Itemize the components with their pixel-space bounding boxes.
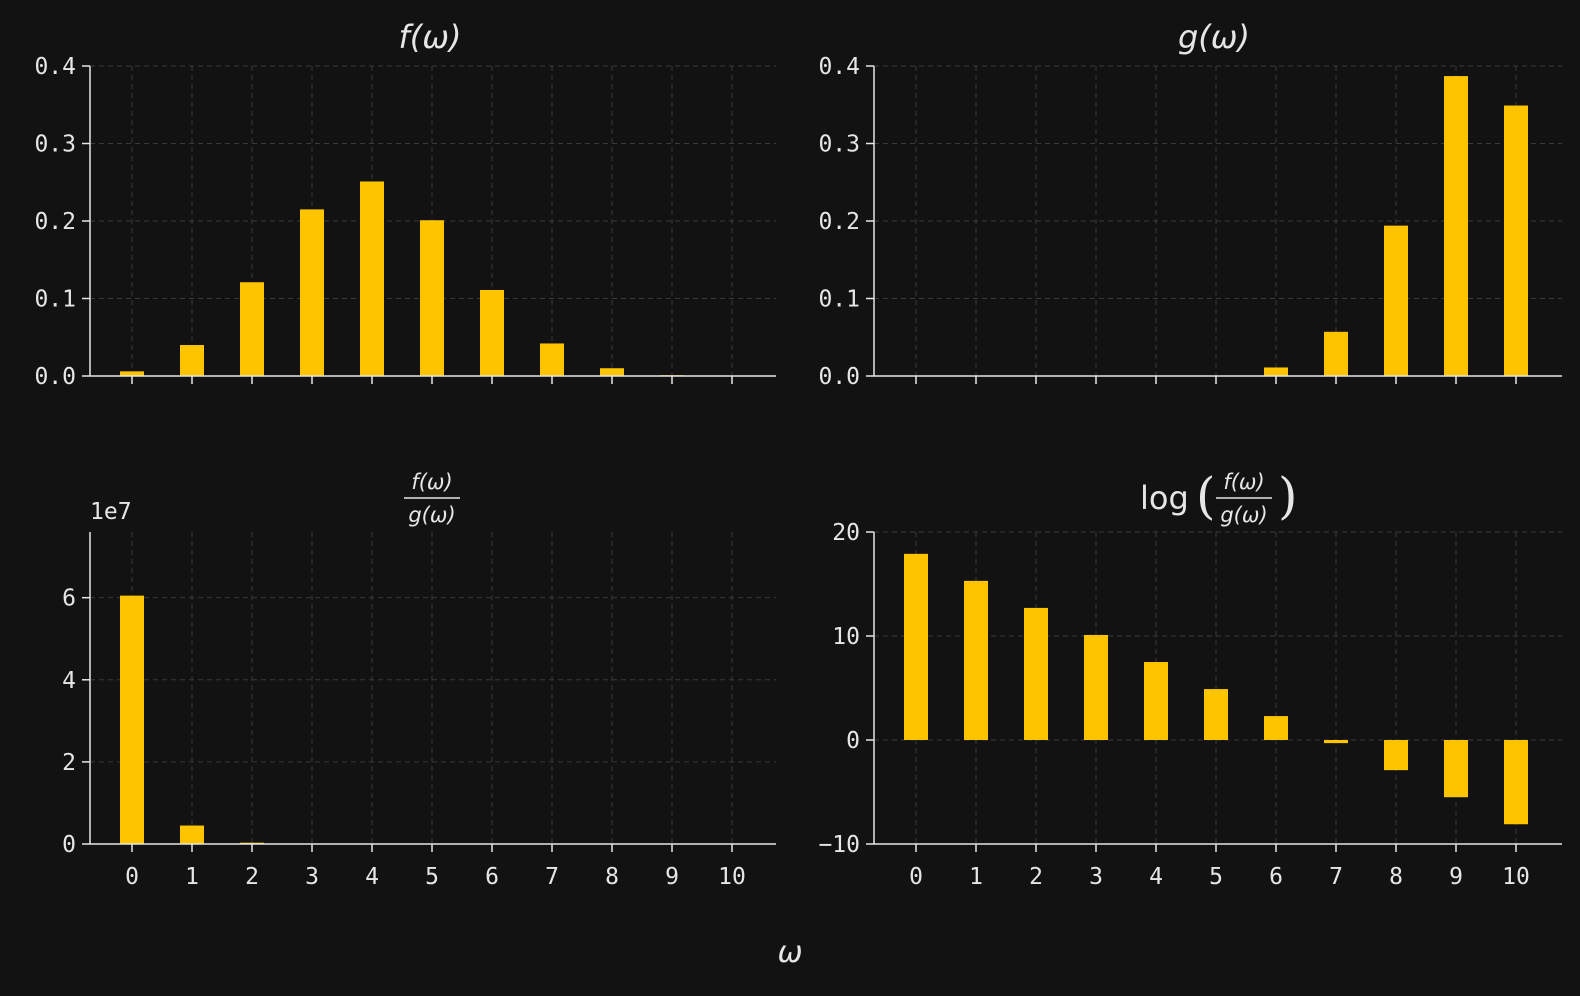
x-tick-label: 4: [1149, 864, 1163, 890]
log-title-left-paren: (: [1196, 467, 1216, 525]
ratio-title-denominator: g(ω): [408, 503, 455, 527]
x-tick-label: 9: [1449, 864, 1463, 890]
offset-label-1e7: 1e7: [90, 499, 132, 525]
y-tick-label: 6: [62, 586, 76, 612]
bar-3: [300, 209, 324, 376]
bar-1: [180, 825, 204, 844]
x-tick-label: 8: [1389, 864, 1403, 890]
x-tick-label: 9: [665, 864, 679, 890]
panel-g-omega: g(ω) 0.0 0.1 0.2 0.3 0.4: [818, 18, 1562, 390]
bar-2: [240, 282, 264, 376]
x-tick-label: 0: [909, 864, 923, 890]
y-tick-label: 0.3: [818, 132, 860, 158]
x-tick-label: 1: [969, 864, 983, 890]
panel-f-omega: f(ω) 0.0 0.1 0.2 0.3 0.4: [34, 18, 776, 390]
panel-title-ratio: f(ω) g(ω): [404, 470, 460, 527]
x-tick-label: 6: [485, 864, 499, 890]
bar-0: [120, 371, 144, 376]
x-tick-label: 3: [305, 864, 319, 890]
x-tick-label: 5: [1209, 864, 1223, 890]
bar-9: [1444, 76, 1468, 376]
panel-title-g-omega: g(ω): [1178, 18, 1250, 56]
y-tick-label: 0.2: [34, 209, 76, 235]
panel-title-log-ratio: log ( f(ω) g(ω) ): [1140, 467, 1298, 527]
y-tick-label: 0.4: [818, 54, 860, 80]
y-tick-label: 0.0: [818, 364, 860, 390]
bar-10: [1504, 740, 1528, 825]
x-tick-label: 5: [425, 864, 439, 890]
panel-title-f-omega: f(ω): [398, 18, 461, 56]
bar-1: [964, 580, 988, 740]
x-tick-label: 3: [1089, 864, 1103, 890]
bar-3: [1084, 634, 1108, 740]
y-tick-label: −10: [818, 832, 860, 858]
y-tick-label: 0.1: [34, 287, 76, 313]
bar-5: [420, 220, 444, 376]
bar-4: [1144, 662, 1168, 740]
bar-8: [600, 368, 624, 376]
y-tick-label: 2: [62, 750, 76, 776]
y-tick-label: 0.3: [34, 132, 76, 158]
bar-0: [904, 553, 928, 740]
x-tick-label: 2: [1029, 864, 1043, 890]
bar-0: [120, 595, 144, 844]
y-tick-label: 10: [832, 624, 860, 650]
y-tick-label: 0.1: [818, 287, 860, 313]
log-title-prefix: log: [1140, 479, 1189, 517]
x-tick-label: 1: [185, 864, 199, 890]
bar-1: [180, 345, 204, 376]
bar-7: [1324, 331, 1348, 376]
bar-6: [1264, 716, 1288, 740]
bar-6: [1264, 367, 1288, 376]
panel-log-ratio: log ( f(ω) g(ω) ) −10 0 10 20 0 1 2 3 4 5 6 7 8 9 10: [818, 467, 1562, 890]
log-title-denominator: g(ω): [1220, 503, 1267, 527]
y-tick-label: 0: [62, 832, 76, 858]
x-tick-label: 10: [1502, 864, 1530, 890]
bar-9: [1444, 740, 1468, 798]
x-tick-label: 8: [605, 864, 619, 890]
x-tick-label: 7: [1329, 864, 1343, 890]
y-tick-label: 4: [62, 668, 76, 694]
shared-x-axis-label: ω: [777, 935, 802, 970]
bar-8: [1384, 740, 1408, 771]
bar-4: [360, 181, 384, 376]
y-tick-label: 0.2: [818, 209, 860, 235]
ratio-title-numerator: f(ω): [411, 470, 452, 494]
bar-7: [540, 343, 564, 376]
x-tick-label: 4: [365, 864, 379, 890]
log-title-right-paren: ): [1278, 467, 1298, 525]
x-tick-label: 6: [1269, 864, 1283, 890]
y-tick-label: 0: [846, 728, 860, 754]
bar-2: [1024, 607, 1048, 740]
x-tick-label: 7: [545, 864, 559, 890]
bar-6: [480, 289, 504, 376]
bar-5: [1204, 689, 1228, 740]
bar-10: [1504, 105, 1528, 377]
y-tick-label: 0.0: [34, 364, 76, 390]
x-tick-label: 0: [125, 864, 139, 890]
bar-8: [1384, 225, 1408, 376]
log-title-numerator: f(ω): [1223, 470, 1264, 494]
y-tick-label: 0.4: [34, 54, 76, 80]
x-tick-label: 10: [718, 864, 746, 890]
bar-7: [1324, 740, 1348, 744]
x-tick-label: 2: [245, 864, 259, 890]
y-tick-label: 20: [832, 520, 860, 546]
panel-ratio: f(ω) g(ω) 1e7 0 2 4 6 0 1 2 3 4 5 6 7 8 9 10: [62, 470, 776, 890]
